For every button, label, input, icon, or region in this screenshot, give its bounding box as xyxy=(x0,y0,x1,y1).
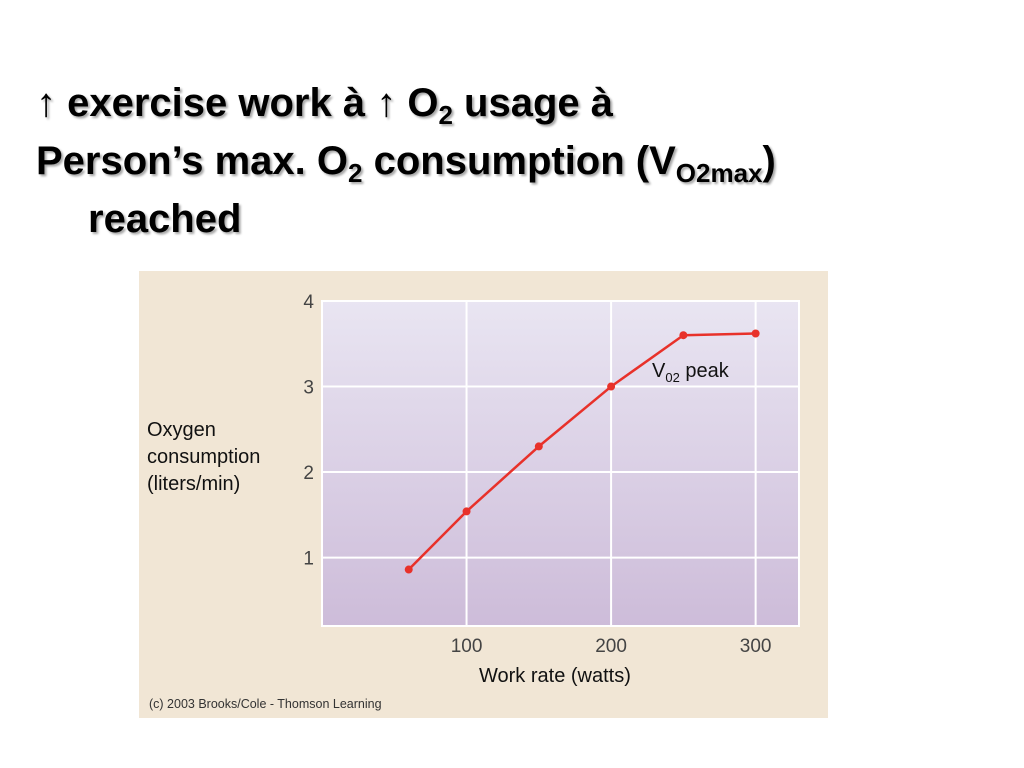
plot-area xyxy=(322,301,799,626)
chart-figure: 1 2 3 4 100 200 300 Oxygen consumption (liters… xyxy=(139,271,828,718)
x-tick-label: 300 xyxy=(740,636,772,657)
peak-annotation: V02 peak xyxy=(652,360,729,385)
x-tick-label: 100 xyxy=(451,636,483,657)
line-chart: 1 2 3 4 100 200 300 xyxy=(303,292,800,657)
y-axis-label: Oxygen consumption (liters/min) xyxy=(147,419,261,495)
y-tick-label: 2 xyxy=(303,463,314,484)
data-point xyxy=(462,507,471,516)
x-axis-label: Work rate (watts) xyxy=(479,665,631,687)
x-tick-label: 200 xyxy=(595,636,627,657)
y-tick-label: 4 xyxy=(303,292,314,313)
series-line xyxy=(407,332,756,571)
title-line-3: reached xyxy=(88,197,242,241)
data-point xyxy=(534,442,543,451)
y-tick-label: 1 xyxy=(303,549,314,570)
data-point xyxy=(607,382,616,391)
slide-title: ↑ exercise work à ↑ O2 usage à Person’s … xyxy=(36,74,996,248)
tick-labels: 1 2 3 4 100 200 300 xyxy=(303,292,771,657)
data-point xyxy=(404,565,413,574)
title-line-1: ↑ exercise work à ↑ O2 usage à xyxy=(36,81,613,130)
data-point xyxy=(679,331,688,340)
copyright-credit: (c) 2003 Brooks/Cole - Thomson Learning xyxy=(149,697,382,711)
grid-lines xyxy=(321,300,800,627)
data-point xyxy=(751,329,760,338)
data-series xyxy=(404,329,760,574)
y-tick-label: 3 xyxy=(303,378,314,399)
title-line-2: Person’s max. O2 consumption (VO2max) xyxy=(36,139,776,188)
